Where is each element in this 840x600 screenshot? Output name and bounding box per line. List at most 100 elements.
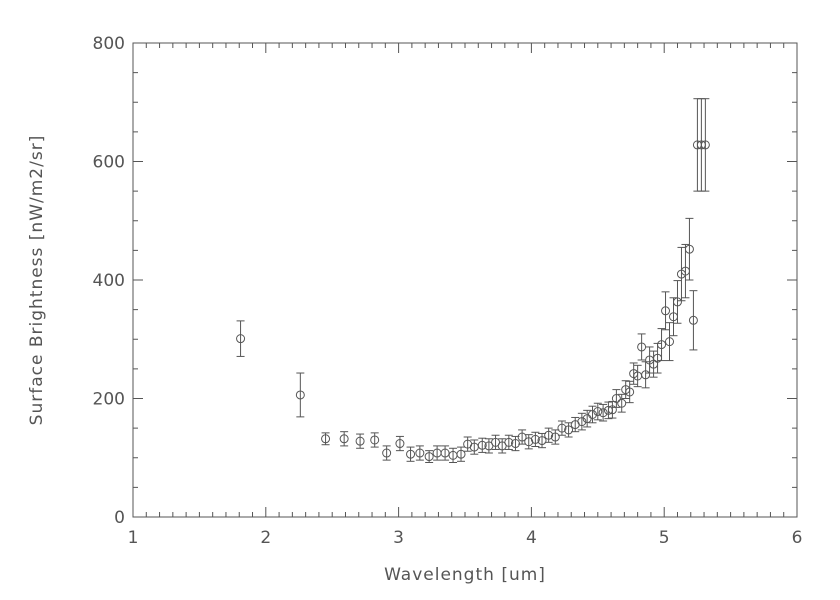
data-point — [295, 390, 305, 400]
x-tick-labels: 1 2 3 4 5 6 — [128, 528, 803, 548]
x-tick-label: 4 — [526, 528, 537, 548]
error-bar — [457, 446, 466, 462]
data-point — [665, 337, 675, 347]
y-tick-label: 600 — [93, 153, 125, 173]
axis-ticks — [132, 42, 798, 518]
data-point — [530, 434, 540, 444]
error-bar — [478, 437, 487, 453]
error-bar — [657, 328, 666, 362]
data-point — [680, 266, 690, 276]
error-bar — [599, 403, 608, 422]
data-point — [637, 342, 647, 352]
error-bar — [577, 412, 586, 431]
data-point — [668, 312, 678, 322]
error-bar — [236, 320, 245, 357]
data-point — [672, 297, 682, 307]
data-point — [544, 430, 554, 440]
error-bar — [484, 438, 493, 454]
error-bar — [470, 439, 479, 455]
x-tick-label: 2 — [260, 528, 271, 548]
data-point — [653, 353, 663, 363]
error-bar — [588, 405, 597, 424]
error-bar — [395, 435, 404, 452]
data-point — [510, 439, 520, 449]
data-point — [657, 340, 667, 350]
error-bar — [433, 445, 442, 461]
data-point — [415, 448, 425, 458]
y-tick-label: 400 — [93, 271, 125, 291]
data-point — [537, 436, 547, 446]
data-point — [550, 432, 560, 442]
error-bar — [583, 409, 592, 428]
data-point — [382, 448, 392, 458]
data-point — [688, 315, 698, 325]
x-tick-label: 5 — [659, 528, 670, 548]
error-bar — [637, 333, 646, 361]
error-bars — [236, 98, 710, 463]
data-point — [641, 370, 651, 380]
error-bar — [531, 431, 540, 447]
error-bar — [681, 243, 690, 299]
data-point — [700, 140, 710, 150]
error-bar — [625, 380, 634, 404]
data-point — [587, 409, 597, 419]
error-bar — [449, 447, 458, 463]
data-point — [440, 448, 450, 458]
data-point — [321, 434, 331, 444]
data-point — [477, 440, 487, 450]
error-bar — [633, 364, 642, 388]
error-bar — [629, 362, 638, 385]
data-point — [406, 449, 416, 459]
error-bar — [491, 434, 500, 450]
x-tick-label: 3 — [393, 528, 404, 548]
data-point — [607, 405, 617, 415]
data-point — [593, 407, 603, 417]
data-point — [625, 387, 635, 397]
error-bar — [498, 438, 507, 454]
error-bar — [504, 434, 513, 450]
error-bar — [406, 446, 415, 462]
error-bar — [382, 445, 391, 461]
data-point — [577, 417, 587, 427]
data-point — [617, 398, 627, 408]
error-bar — [370, 432, 379, 448]
data-point — [236, 334, 246, 344]
data-point — [424, 452, 434, 462]
error-bar — [612, 389, 621, 408]
data-point — [370, 435, 380, 445]
data-point — [524, 437, 534, 447]
y-axis-title: Surface Brightness [nW/m2/sr] — [27, 135, 47, 426]
data-point — [603, 405, 613, 415]
data-point — [661, 306, 671, 316]
data-points — [236, 140, 710, 462]
data-point — [355, 436, 365, 446]
error-bar — [621, 380, 630, 399]
error-bar — [524, 434, 533, 450]
data-point — [456, 449, 466, 459]
error-bar — [356, 433, 365, 449]
data-point — [339, 434, 349, 444]
data-point — [598, 408, 608, 418]
data-point — [564, 425, 574, 435]
x-tick-label: 1 — [128, 528, 139, 548]
error-bar — [340, 431, 349, 447]
data-point — [696, 140, 706, 150]
y-tick-label: 800 — [93, 34, 125, 54]
data-point — [504, 437, 514, 447]
error-bar — [653, 342, 662, 374]
y-tick-label: 0 — [114, 508, 125, 528]
error-bar — [296, 372, 305, 418]
error-bar — [641, 361, 650, 389]
error-bar — [441, 445, 450, 461]
error-bar — [665, 322, 674, 362]
x-tick-label: 6 — [792, 528, 803, 548]
error-bar — [593, 402, 602, 421]
error-bar — [689, 290, 698, 351]
error-bar — [415, 445, 424, 461]
data-point — [557, 423, 567, 433]
y-tick-label: 200 — [93, 390, 125, 410]
y-tick-labels: 0 200 400 600 800 — [93, 34, 125, 528]
error-bar — [661, 291, 670, 331]
error-bar — [463, 436, 472, 452]
